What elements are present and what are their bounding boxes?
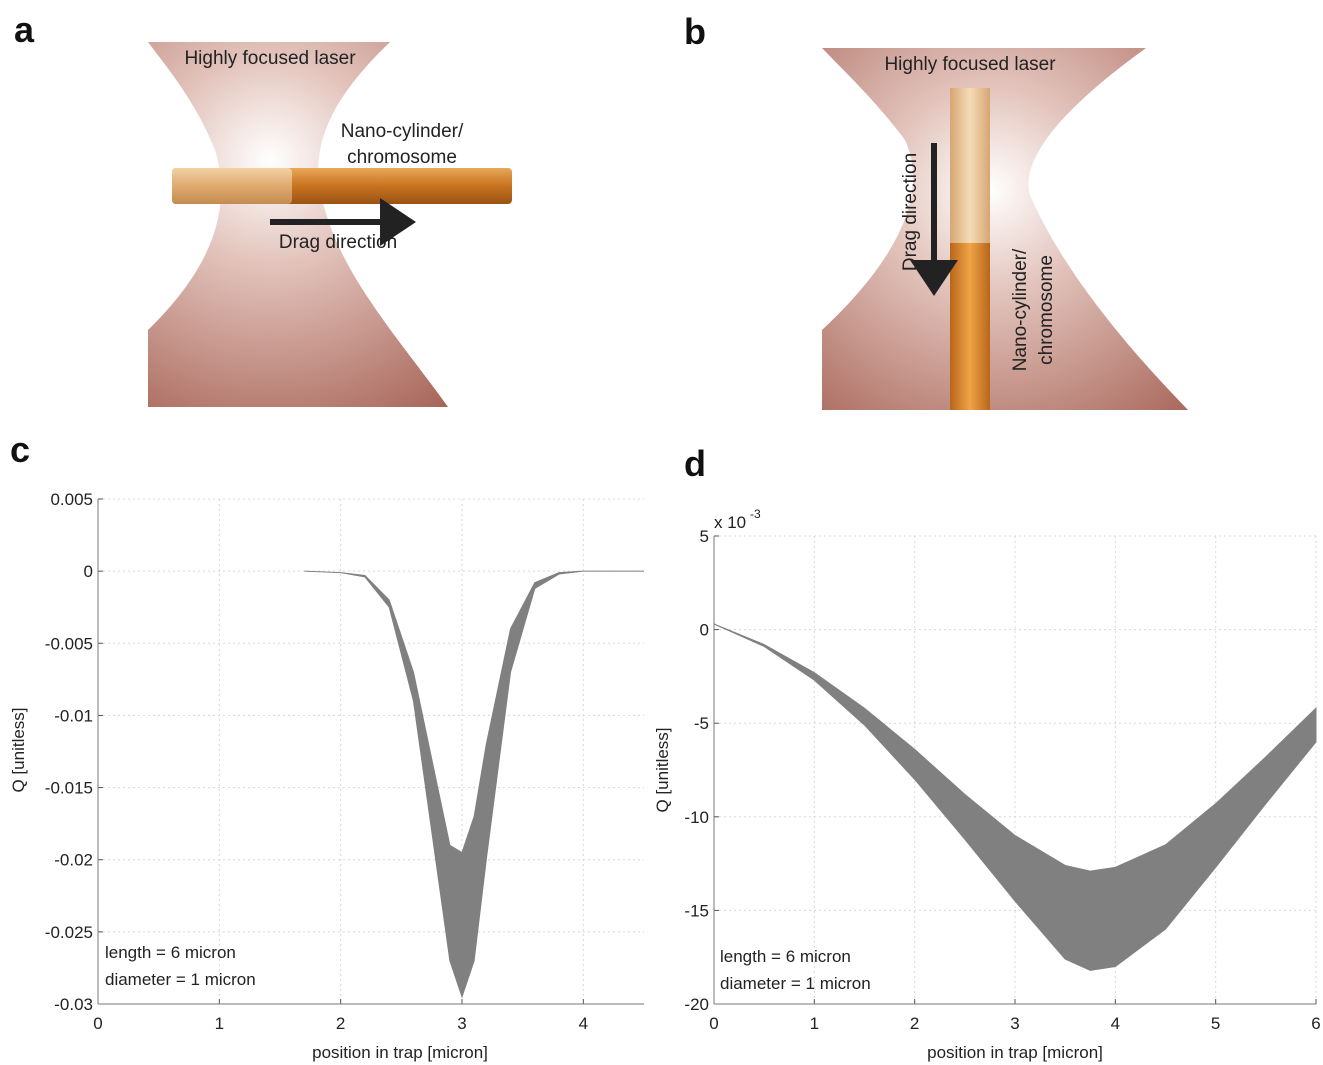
panel-label: a — [14, 9, 35, 50]
x-tick-label: 3 — [1010, 1014, 1019, 1033]
drag-label: Drag direction — [900, 153, 921, 271]
diagram-b: Highly focused laser Drag direction Nano… — [822, 48, 1188, 410]
laser-label: Highly focused laser — [184, 48, 356, 69]
y-multiplier-exp: -3 — [750, 507, 761, 521]
x-tick-label: 4 — [1111, 1014, 1120, 1033]
panel-label: d — [684, 443, 706, 484]
panel-label: b — [684, 11, 706, 52]
y-tick-label: 0.005 — [50, 490, 93, 509]
x-tick-label: 6 — [1311, 1014, 1320, 1033]
panel-label: c — [10, 429, 30, 470]
y-tick-label: -0.01 — [54, 706, 93, 725]
y-tick-label: 0 — [700, 621, 709, 640]
chart: -0.03 -0.025 -0.02 -0.015 -0.01 -0.005 0 0.005 0… — [9, 490, 644, 1062]
y-tick-label: -0.015 — [45, 779, 93, 798]
x-tick-label: 1 — [215, 1014, 224, 1033]
object-label: Nano-cylinder/ — [1010, 248, 1031, 371]
diagram-a: Highly focused laser Nano-cylinder/ chro… — [148, 42, 512, 407]
annotation: diameter = 1 micron — [105, 970, 256, 989]
y-multiplier: x 10 — [714, 513, 746, 532]
x-tick-label: 2 — [910, 1014, 919, 1033]
y-tick-label: -0.025 — [45, 923, 93, 942]
x-tick-label: 3 — [457, 1014, 466, 1033]
object-label: Nano-cylinder/ — [341, 121, 464, 142]
cylinder-light — [950, 88, 990, 243]
annotation: length = 6 micron — [720, 947, 851, 966]
laser-label: Highly focused laser — [884, 54, 1056, 75]
object-label: chromosome — [347, 147, 457, 168]
y-tick-label: -0.02 — [54, 851, 93, 870]
x-tick-label: 0 — [709, 1014, 718, 1033]
x-tick-label: 1 — [810, 1014, 819, 1033]
annotation: length = 6 micron — [105, 943, 236, 962]
chart: -20 -15 -10 -5 0 5 0 1 2 3 4 5 6 position in trap [mi… — [653, 507, 1321, 1062]
y-tick-label: -10 — [684, 808, 709, 827]
band — [304, 570, 644, 999]
y-tick-label: -15 — [684, 901, 709, 920]
drag-label: Drag direction — [279, 232, 397, 253]
object-label: chromosome — [1036, 255, 1057, 365]
x-tick-label: 0 — [93, 1014, 102, 1033]
annotation: diameter = 1 micron — [720, 974, 871, 993]
laser-beam — [822, 48, 1188, 410]
y-tick-label: -20 — [684, 995, 709, 1014]
y-tick-label: -0.005 — [45, 634, 93, 653]
y-tick-label: -5 — [694, 714, 709, 733]
x-tick-label: 2 — [336, 1014, 345, 1033]
x-tick-label: 4 — [579, 1014, 588, 1033]
cylinder-light — [172, 168, 292, 204]
x-axis-label: position in trap [micron] — [927, 1043, 1103, 1062]
y-tick-label: 5 — [700, 527, 709, 546]
y-tick-label: 0 — [84, 562, 93, 581]
y-axis-label: Q [unitless] — [9, 707, 28, 792]
y-axis-label: Q [unitless] — [653, 727, 672, 812]
band — [713, 623, 1317, 971]
x-tick-label: 5 — [1211, 1014, 1220, 1033]
y-tick-label: -0.03 — [54, 995, 93, 1014]
x-axis-label: position in trap [micron] — [312, 1043, 488, 1062]
